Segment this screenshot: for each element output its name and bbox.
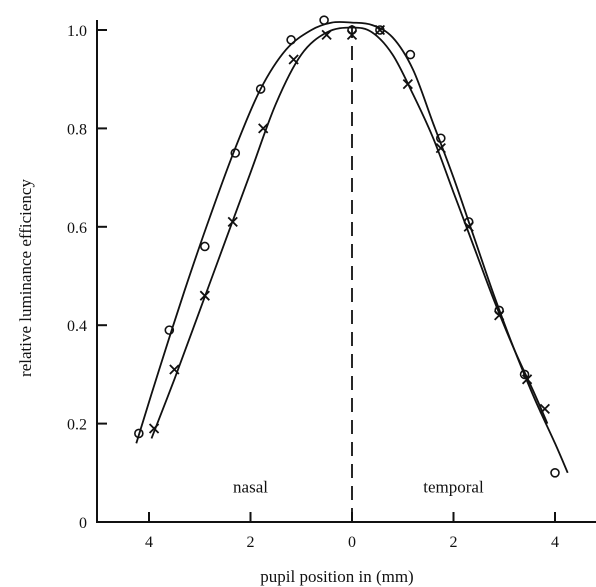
cross-data-point <box>321 29 332 41</box>
cross-data-point <box>463 221 474 232</box>
cross-data-point <box>346 29 358 41</box>
circle-data-point <box>319 15 329 25</box>
circle-data-point <box>134 428 144 439</box>
circle-data-point <box>519 369 530 380</box>
cross-data-point <box>227 216 238 228</box>
x-tick-label: 4 <box>551 534 559 551</box>
cross-data-point <box>374 24 386 36</box>
y-tick-label: 0.6 <box>67 220 87 237</box>
circle-data-point <box>405 49 416 60</box>
y-tick-label: 0.4 <box>67 318 87 335</box>
cross-data-point <box>521 374 533 385</box>
cross-data-point <box>494 310 505 321</box>
circle-data-point <box>230 148 241 158</box>
cross-data-point <box>288 54 299 65</box>
cross-data-point <box>539 403 550 414</box>
region-label: nasal <box>233 477 268 496</box>
y-tick-label: 0.2 <box>67 417 87 434</box>
cross-data-point <box>169 364 180 375</box>
circle-data-point <box>164 325 175 335</box>
cross-data-point <box>148 423 160 434</box>
circle-data-point <box>436 133 446 144</box>
circle-data-point <box>200 241 210 252</box>
cross-series-fit-line <box>150 26 549 439</box>
y-axis-title: relative luminance efficiency <box>16 179 35 377</box>
ticks: 0 0.2 0.4 0.6 0.8 1.0 4 2 0 2 4 <box>67 23 559 551</box>
circle-data-point <box>255 84 266 94</box>
region-label: temporal <box>423 477 484 496</box>
cross-data-point <box>402 78 413 90</box>
cross-data-point <box>435 142 446 154</box>
y-tick-label: 1.0 <box>67 23 87 40</box>
x-tick-label: 0 <box>348 534 356 551</box>
cross-data-point <box>199 290 210 301</box>
circle-data-point <box>550 467 560 478</box>
x-tick-label: 2 <box>450 534 458 551</box>
y-tick-label: 0.8 <box>67 121 87 138</box>
y-tick-label: 0 <box>79 515 87 532</box>
circle-data-point <box>286 35 296 45</box>
x-tick-label: 4 <box>145 534 153 551</box>
x-axis-title: pupil position in (mm) <box>260 567 413 586</box>
fit-curves <box>135 21 569 474</box>
circle-data-point <box>375 25 385 35</box>
axes <box>96 20 596 523</box>
text-labels: pupil position in (mm) relative luminanc… <box>16 179 484 586</box>
data-markers <box>134 15 560 478</box>
cross-data-point <box>258 123 269 134</box>
x-tick-label: 2 <box>247 534 255 551</box>
